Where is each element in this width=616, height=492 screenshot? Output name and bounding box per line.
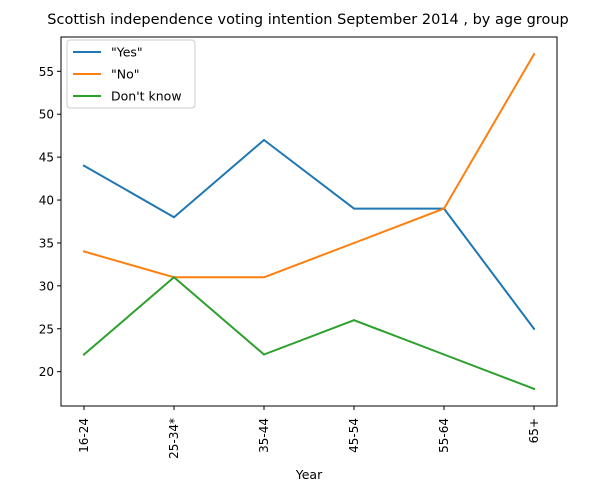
data-point [443, 354, 445, 356]
data-point [83, 165, 85, 167]
data-point [353, 319, 355, 321]
data-point [173, 216, 175, 218]
data-point [263, 139, 265, 141]
y-tick-label: 50 [39, 108, 54, 122]
data-point [533, 328, 535, 330]
data-point [533, 53, 535, 55]
data-point [83, 354, 85, 356]
x-axis-label: Year [295, 467, 323, 482]
legend-label: "Yes" [111, 45, 143, 60]
legend: "Yes" "No" Don't know [67, 40, 195, 108]
data-point [353, 242, 355, 244]
data-point [173, 276, 175, 278]
y-tick-label: 20 [39, 365, 54, 379]
x-tick-label: 35-44 [257, 418, 271, 453]
series-line-2 [84, 277, 534, 389]
data-point [353, 208, 355, 210]
x-tick-label: 55-64 [437, 418, 451, 453]
legend-label: "No" [111, 67, 140, 82]
x-tick-label: 45-54 [347, 418, 361, 453]
y-tick-label: 25 [39, 322, 54, 336]
chart-title: Scottish independence voting intention S… [47, 12, 568, 28]
data-point [263, 354, 265, 356]
data-point [83, 251, 85, 253]
data-point [533, 388, 535, 390]
x-tick-label: 25-34* [167, 418, 181, 459]
y-tick-label: 40 [39, 194, 54, 208]
x-tick-label: 16-24 [77, 418, 91, 453]
y-tick-label: 55 [39, 65, 54, 79]
x-tick-label: 65+ [527, 418, 541, 443]
data-point [443, 208, 445, 210]
legend-label: Don't know [111, 89, 182, 104]
y-tick-label: 35 [39, 236, 54, 250]
y-tick-label: 30 [39, 279, 54, 293]
y-tick-label: 45 [39, 151, 54, 165]
data-point [263, 276, 265, 278]
